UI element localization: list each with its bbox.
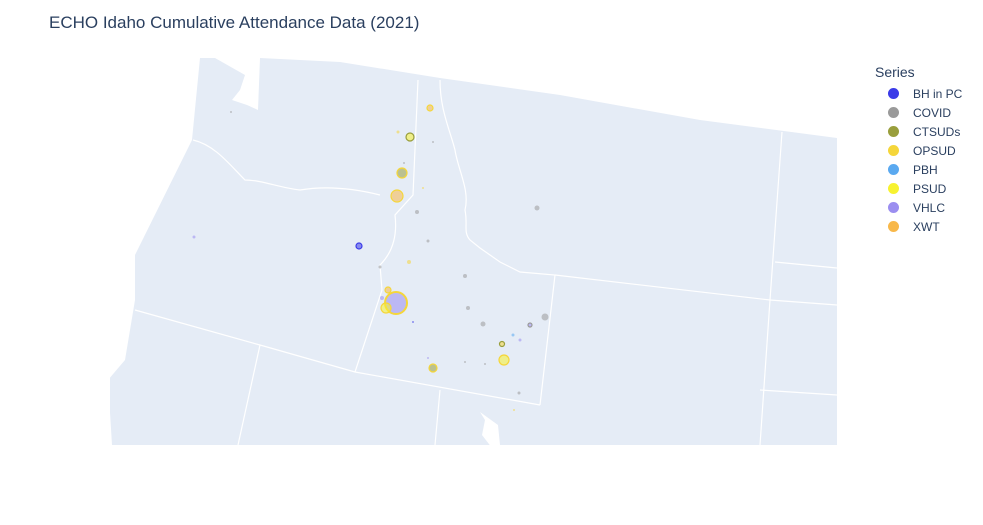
marker: [355, 242, 363, 250]
legend-label: COVID: [913, 105, 952, 120]
legend-item[interactable]: CTSUDs: [875, 122, 962, 141]
legend-swatch-icon: [888, 88, 899, 99]
marker: [464, 361, 466, 363]
marker: [407, 260, 411, 264]
marker: [230, 111, 232, 113]
canada-region: [260, 58, 837, 138]
marker: [484, 363, 486, 365]
legend-item[interactable]: XWT: [875, 217, 962, 236]
marker: [527, 322, 533, 328]
marker: [192, 235, 196, 239]
attendance-markers[interactable]: [192, 104, 549, 411]
marker: [384, 286, 392, 294]
marker: [517, 391, 521, 395]
marker: [541, 313, 549, 321]
marker: [412, 321, 414, 323]
marker: [427, 357, 429, 359]
legend: Series BH in PC COVID CTSUDs OPSUD PBH PSUD VH…: [875, 64, 962, 236]
marker: [432, 141, 434, 143]
legend-title: Series: [875, 64, 915, 80]
marker: [466, 306, 470, 310]
legend-swatch-icon: [888, 221, 899, 232]
marker: [378, 265, 382, 269]
legend-item[interactable]: PBH: [875, 160, 962, 179]
marker: [426, 104, 434, 112]
legend-label: VHLC: [913, 200, 946, 215]
map-title: ECHO Idaho Cumulative Attendance Data (2…: [49, 13, 420, 32]
marker: [463, 274, 467, 278]
marker: [396, 167, 408, 179]
legend-swatch-icon: [888, 164, 899, 175]
legend-label: CTSUDs: [913, 124, 961, 139]
marker: [498, 354, 510, 366]
map-land: [110, 58, 837, 445]
legend-swatch-icon: [888, 202, 899, 213]
legend-swatch-icon: [888, 126, 899, 137]
legend-label: OPSUD: [913, 143, 956, 158]
puget-sound: [215, 58, 260, 110]
legend-swatch-icon: [888, 107, 899, 118]
legend-label: XWT: [913, 219, 940, 234]
legend-label: PSUD: [913, 181, 947, 196]
marker: [403, 162, 405, 164]
great-salt-lake: [480, 412, 500, 448]
legend-item[interactable]: BH in PC: [875, 84, 962, 103]
legend-item[interactable]: VHLC: [875, 198, 962, 217]
marker: [390, 189, 404, 203]
marker: [396, 130, 400, 134]
legend-swatch-icon: [888, 145, 899, 156]
marker: [428, 363, 438, 373]
marker: [480, 321, 486, 327]
marker: [380, 296, 384, 300]
marker: [422, 187, 424, 189]
marker: [498, 340, 506, 348]
marker: [534, 205, 540, 211]
marker: [518, 338, 522, 342]
marker: [426, 239, 430, 243]
legend-label: PBH: [913, 162, 938, 177]
legend-item[interactable]: OPSUD: [875, 141, 962, 160]
marker: [415, 210, 419, 214]
marker: [405, 132, 415, 142]
marker: [380, 302, 392, 314]
pacific-ocean: [108, 58, 200, 445]
legend-item[interactable]: PSUD: [875, 179, 962, 198]
legend-item[interactable]: COVID: [875, 103, 962, 122]
marker: [511, 333, 515, 337]
legend-label: BH in PC: [913, 86, 963, 101]
state-borders: [134, 79, 838, 446]
legend-swatch-icon: [888, 183, 899, 194]
marker: [513, 409, 515, 411]
